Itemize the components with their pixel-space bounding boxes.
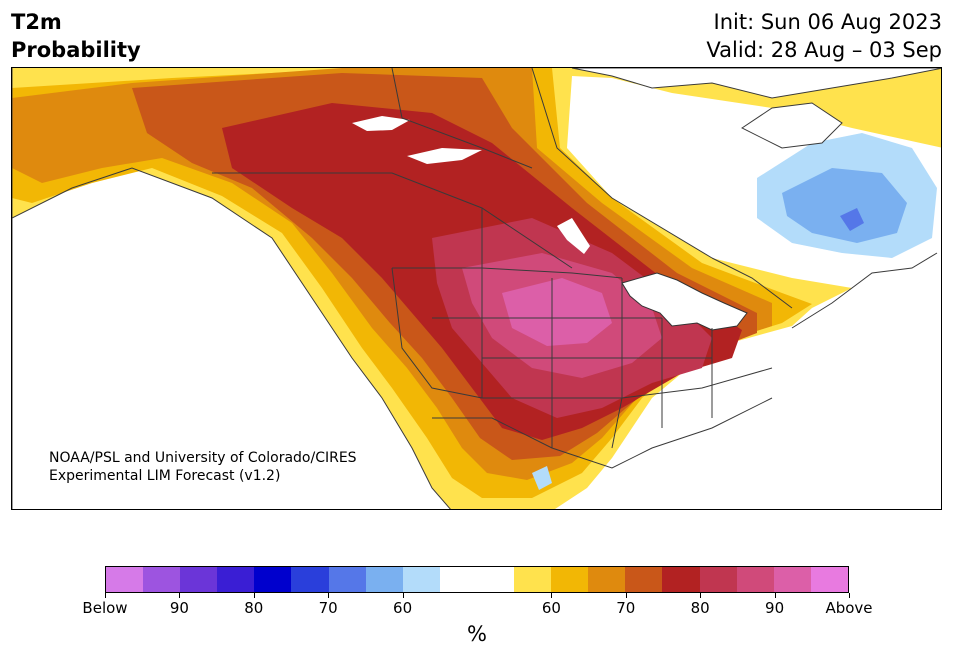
color-scale-tick-label: 90 <box>169 599 189 617</box>
chart-title: T2m Probability <box>11 8 141 64</box>
color-scale-tick-mark <box>774 593 776 598</box>
color-scale-tick-label: 70 <box>616 599 636 617</box>
great-bear-lake <box>352 116 410 131</box>
credit-line-2: Experimental LIM Forecast (v1.2) <box>49 468 281 484</box>
color-scale-cell <box>365 567 403 592</box>
color-scale-tick-label: Below <box>82 599 128 617</box>
color-scale-tick-mark <box>105 593 106 598</box>
color-scale-tick-mark <box>179 593 181 598</box>
below-band-70 <box>782 168 907 243</box>
color-scale-cell <box>180 567 218 592</box>
color-scale-tick-mark <box>551 593 553 598</box>
credit-line-1: NOAA/PSL and University of Colorado/CIRE… <box>49 450 357 466</box>
color-scale-cell <box>662 567 700 592</box>
prob-band-95 <box>502 278 612 346</box>
color-scale-tick-mark <box>253 593 255 598</box>
below-band-80 <box>840 208 864 231</box>
color-scale-tick-mark <box>328 593 330 598</box>
color-scale-cell <box>143 567 181 592</box>
color-scale-cell <box>254 567 292 592</box>
probability-map <box>11 67 942 510</box>
color-scale-tick-mark <box>849 593 850 598</box>
color-scale-tick-label: 60 <box>541 599 561 617</box>
color-scale-cell <box>217 567 255 592</box>
color-scale-cell <box>514 567 552 592</box>
color-scale-cell <box>402 567 440 592</box>
color-scale-tick-label: Above <box>825 599 873 617</box>
color-scale-tick-mark <box>625 593 627 598</box>
color-scale-cell <box>106 567 144 592</box>
unit-label: % <box>467 622 487 646</box>
color-scale-tick-label: 60 <box>393 599 413 617</box>
color-scale-cell <box>699 567 737 592</box>
color-scale-tick-mark <box>700 593 702 598</box>
color-scale-cell <box>773 567 811 592</box>
color-scale-tick-label: 80 <box>244 599 264 617</box>
color-scale-cell <box>551 567 589 592</box>
color-scale-cell <box>810 567 848 592</box>
lake-winnipeg <box>557 218 590 254</box>
init-date-label: Init: Sun 06 Aug 2023 <box>713 10 942 34</box>
title-line-1: T2m <box>11 10 62 34</box>
below-band-mexico <box>532 466 552 490</box>
political-borders <box>12 68 938 509</box>
color-scale-tick-label: 80 <box>690 599 710 617</box>
color-scale-tick-label: 70 <box>318 599 338 617</box>
great-lakes <box>621 272 748 331</box>
color-scale-cell <box>736 567 774 592</box>
forecast-dates: Init: Sun 06 Aug 2023 Valid: 28 Aug – 03… <box>706 8 942 64</box>
color-scale-bar <box>105 566 849 593</box>
valid-date-label: Valid: 28 Aug – 03 Sep <box>706 38 942 62</box>
color-scale-cell <box>328 567 366 592</box>
title-line-2: Probability <box>11 38 141 62</box>
color-scale-cell <box>625 567 663 592</box>
arctic-islands <box>571 68 941 149</box>
great-slave-lake <box>407 148 482 164</box>
color-scale-cell <box>291 567 329 592</box>
color-scale-tick-mark <box>402 593 404 598</box>
color-scale-cell <box>476 567 515 592</box>
data-credit: NOAA/PSL and University of Colorado/CIRE… <box>49 449 357 485</box>
color-scale-tick-label: 90 <box>765 599 785 617</box>
color-scale-cell <box>588 567 626 592</box>
north-america-map <box>12 68 941 509</box>
color-scale-cell <box>439 567 477 592</box>
